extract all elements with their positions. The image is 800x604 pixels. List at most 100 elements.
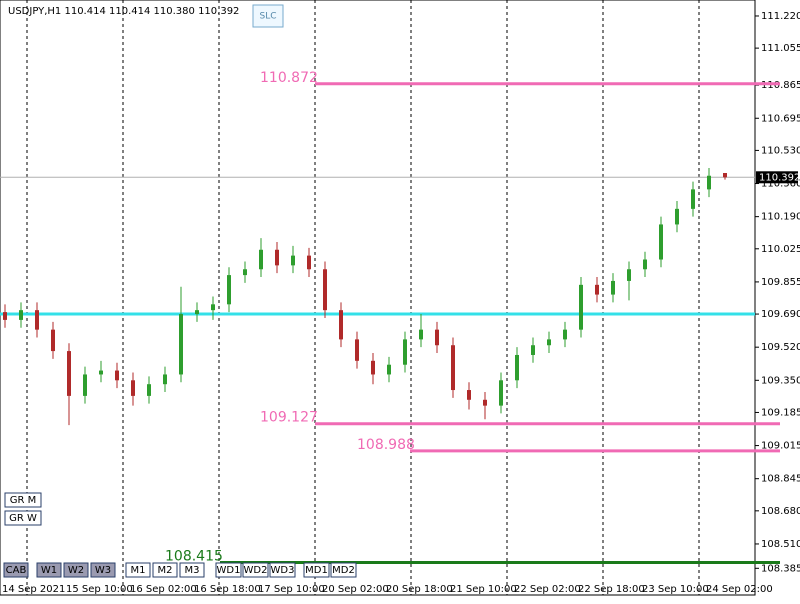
y-tick-label: 109.690 (761, 309, 800, 320)
button-label[interactable]: GR M (10, 495, 37, 506)
button-label[interactable]: CAB (6, 565, 27, 576)
button-box[interactable] (3, 562, 29, 578)
button-box[interactable] (252, 4, 284, 28)
candle-body (131, 380, 135, 396)
candle-body (307, 255, 311, 270)
y-tick-label: 111.220 (761, 11, 800, 22)
button[interactable]: W3 (90, 562, 116, 578)
candle-body (291, 255, 295, 266)
x-tick-label: 15 Sep 10:00 (66, 584, 133, 595)
candle-body (627, 269, 631, 281)
x-tick-label: 20 Sep 18:00 (386, 584, 453, 595)
candle-body (163, 374, 167, 385)
button-box[interactable] (269, 562, 296, 578)
button[interactable]: WD1 (215, 562, 242, 578)
candle-body (579, 284, 583, 330)
candle-body (371, 360, 375, 375)
y-tick-label: 108.510 (761, 539, 800, 550)
button[interactable]: M2 (152, 562, 178, 578)
button-label[interactable]: GR W (9, 513, 37, 524)
x-tick-label: 23 Sep 10:00 (642, 584, 709, 595)
button-label[interactable]: MD1 (305, 565, 328, 576)
candle-body (675, 208, 679, 225)
button-box[interactable] (330, 562, 357, 578)
x-tick-label: 21 Sep 10:00 (450, 584, 517, 595)
y-tick-label: 109.350 (761, 375, 800, 386)
button[interactable]: WD3 (269, 562, 296, 578)
button-box[interactable] (152, 562, 178, 578)
candle-body (467, 390, 471, 400)
button[interactable]: M3 (179, 562, 205, 578)
candle-body (355, 339, 359, 361)
level-label: 108.988 (357, 437, 415, 453)
x-tick-label: 22 Sep 18:00 (578, 584, 645, 595)
level-label: 108.415 (165, 548, 223, 564)
button-label[interactable]: W2 (68, 565, 84, 576)
candle-body (3, 312, 7, 320)
y-tick-label: 110.695 (761, 113, 800, 124)
button[interactable]: WD2 (242, 562, 269, 578)
candle-body (211, 304, 215, 311)
button[interactable]: MD2 (330, 562, 357, 578)
button-label[interactable]: SLC (259, 12, 276, 22)
candle-body (323, 269, 327, 311)
button[interactable]: M1 (125, 562, 151, 578)
candle-body (275, 249, 279, 266)
button-box[interactable] (215, 562, 242, 578)
button-box[interactable] (63, 562, 89, 578)
y-tick-label: 109.015 (761, 441, 800, 452)
button-box[interactable] (4, 492, 42, 508)
button[interactable]: MD1 (303, 562, 330, 578)
button-box[interactable] (4, 510, 42, 526)
button-label[interactable]: W3 (95, 565, 111, 576)
button-label[interactable]: W1 (41, 565, 57, 576)
x-tick-label: 17 Sep 10:00 (258, 584, 325, 595)
candle-body (451, 345, 455, 391)
y-tick-label: 111.055 (761, 43, 800, 54)
y-tick-label: 109.520 (761, 342, 800, 353)
plot-frame (0, 0, 756, 596)
level-label: 109.127 (260, 410, 318, 426)
candle-body (707, 175, 711, 190)
button[interactable]: W2 (63, 562, 89, 578)
x-tick-label: 14 Sep 2021 (2, 584, 65, 595)
button-box[interactable] (36, 562, 62, 578)
button-box[interactable] (179, 562, 205, 578)
button[interactable]: SLC (252, 4, 284, 28)
candle-body (691, 189, 695, 209)
button[interactable]: W1 (36, 562, 62, 578)
button-box[interactable] (242, 562, 269, 578)
button-box[interactable] (125, 562, 151, 578)
button-box[interactable] (303, 562, 330, 578)
candle-body (67, 351, 71, 396)
button-label[interactable]: MD2 (332, 565, 355, 576)
candle-body (51, 329, 55, 352)
candle-body (403, 339, 407, 365)
button[interactable]: CAB (3, 562, 29, 578)
y-tick-label: 109.185 (761, 407, 800, 418)
candle-body (339, 310, 343, 340)
button[interactable]: GR M (4, 492, 42, 508)
candle-body (243, 269, 247, 276)
button-label[interactable]: WD2 (244, 565, 268, 576)
y-tick-label: 110.025 (761, 244, 800, 255)
button-label[interactable]: M3 (185, 565, 200, 576)
button-label[interactable]: M2 (158, 565, 173, 576)
y-tick-label: 108.845 (761, 474, 800, 485)
candle-body (659, 224, 663, 260)
button-box[interactable] (90, 562, 116, 578)
candle-body (259, 249, 263, 270)
button-label[interactable]: WD3 (271, 565, 295, 576)
button-label[interactable]: WD1 (217, 565, 241, 576)
candle-body (195, 310, 199, 315)
candle-body (531, 345, 535, 355)
candle-body (115, 370, 119, 381)
candle-body (35, 310, 39, 330)
candle-body (499, 380, 503, 406)
button[interactable]: GR W (4, 510, 42, 526)
x-tick-label: 20 Sep 02:00 (322, 584, 389, 595)
y-tick-label: 110.190 (761, 212, 800, 223)
x-tick-label: 16 Sep 02:00 (130, 584, 197, 595)
button-label[interactable]: M1 (131, 565, 146, 576)
